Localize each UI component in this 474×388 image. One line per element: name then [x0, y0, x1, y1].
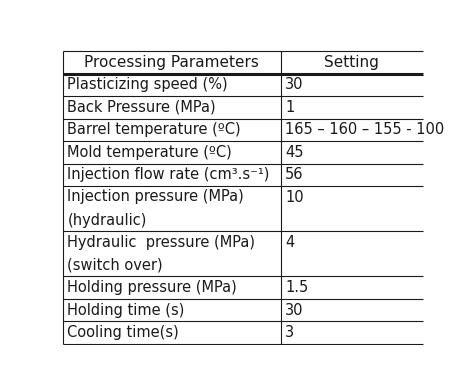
- Text: (switch over): (switch over): [67, 258, 163, 273]
- Text: Plasticizing speed (%): Plasticizing speed (%): [67, 77, 228, 92]
- Text: Holding pressure (MPa): Holding pressure (MPa): [67, 280, 237, 295]
- Text: (hydraulic): (hydraulic): [67, 213, 147, 228]
- Text: 10: 10: [285, 190, 304, 205]
- Text: 1: 1: [285, 100, 294, 115]
- Text: Back Pressure (MPa): Back Pressure (MPa): [67, 100, 216, 115]
- Text: 165 – 160 – 155 - 100: 165 – 160 – 155 - 100: [285, 122, 445, 137]
- Text: Holding time (s): Holding time (s): [67, 303, 185, 317]
- Text: 30: 30: [285, 303, 304, 317]
- Text: Injection pressure (MPa): Injection pressure (MPa): [67, 189, 244, 204]
- Text: Barrel temperature (ºC): Barrel temperature (ºC): [67, 122, 241, 137]
- Text: 56: 56: [285, 167, 304, 182]
- Text: Setting: Setting: [324, 55, 379, 70]
- Text: 45: 45: [285, 145, 304, 160]
- Text: Processing Parameters: Processing Parameters: [84, 55, 259, 70]
- Text: Injection flow rate (cm³.s⁻¹): Injection flow rate (cm³.s⁻¹): [67, 167, 270, 182]
- Text: 3: 3: [285, 325, 294, 340]
- Text: 30: 30: [285, 77, 304, 92]
- Text: Mold temperature (ºC): Mold temperature (ºC): [67, 145, 232, 160]
- Text: Cooling time(s): Cooling time(s): [67, 325, 179, 340]
- Text: Hydraulic  pressure (MPa): Hydraulic pressure (MPa): [67, 234, 255, 249]
- Text: 4: 4: [285, 235, 294, 250]
- Text: 1.5: 1.5: [285, 280, 309, 295]
